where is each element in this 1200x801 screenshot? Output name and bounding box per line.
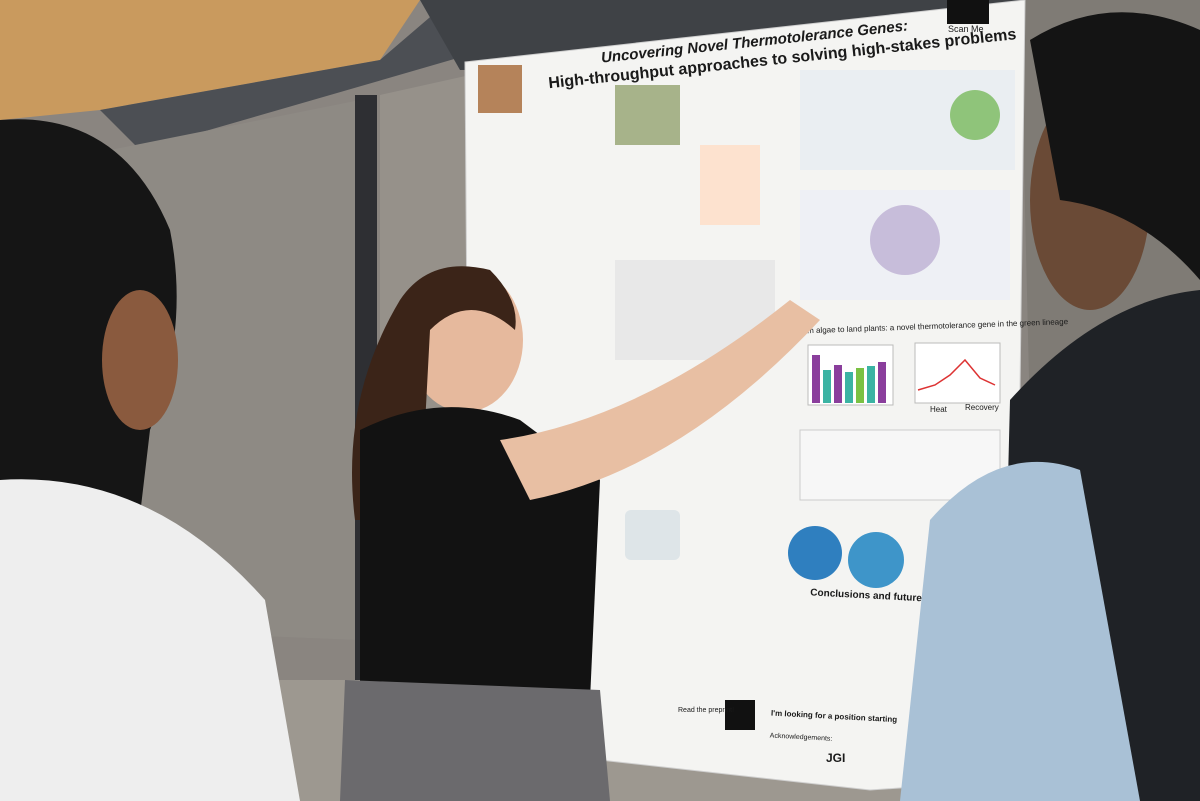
- figure-bar: [878, 362, 886, 403]
- figure-bar: [834, 365, 842, 403]
- poster-figure: [950, 90, 1000, 140]
- figure-bar: [812, 355, 820, 403]
- presenter-arm: [500, 300, 820, 500]
- line-figure: [914, 342, 1001, 404]
- wood-ceiling: [0, 0, 420, 120]
- qr-label: Scan Me: [948, 24, 984, 34]
- poster-figure: [848, 532, 904, 588]
- cup: [625, 510, 680, 560]
- author-photo: [478, 65, 522, 113]
- figure-bar: [856, 368, 864, 403]
- viewer-left-jacket: [0, 479, 300, 801]
- acknowledgements: Acknowledgements:: [770, 732, 833, 742]
- figure-line: [917, 358, 996, 391]
- poster-figure: [700, 145, 760, 225]
- poster-figure: [870, 205, 940, 275]
- figure-bar: [823, 370, 831, 403]
- chart-label: Heat: [930, 405, 948, 414]
- chart-label: Recovery: [965, 403, 999, 412]
- qr-code: [725, 700, 755, 730]
- viewer-left-face: [102, 290, 178, 430]
- logo: JGI: [826, 751, 845, 765]
- figure-bar: [867, 366, 875, 403]
- qr-code: [947, 0, 989, 24]
- presenter-skirt: [340, 680, 610, 801]
- figure-bar: [845, 372, 853, 403]
- viewer-right-sleeve: [900, 461, 1140, 801]
- viewer-right-hair: [1030, 12, 1200, 280]
- bar-figure: [807, 344, 894, 406]
- partition-left: [110, 100, 360, 640]
- poster-figure: [615, 85, 680, 145]
- poster-figure: [788, 526, 842, 580]
- preprint-label: Read the preprint!: [678, 707, 734, 714]
